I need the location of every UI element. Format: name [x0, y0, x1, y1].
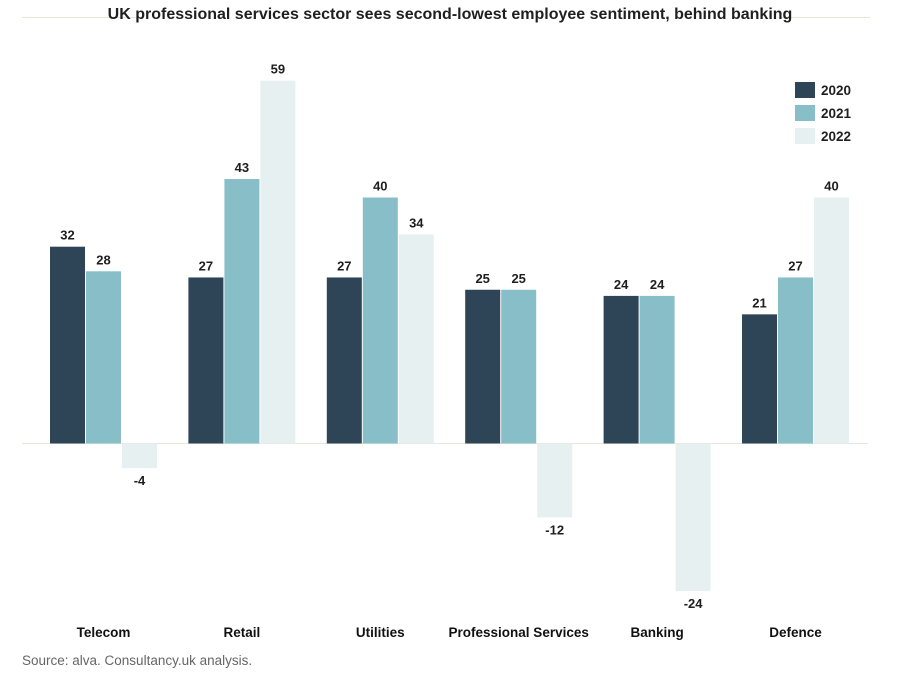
- category-label-utilities: Utilities: [356, 625, 405, 640]
- legend: 2020 2021 2022: [795, 82, 852, 144]
- bar-professional-services-2020: [465, 289, 501, 444]
- bar-defence-2020: [742, 314, 777, 444]
- value-label-retail-2020: 27: [199, 258, 213, 273]
- chart-title: UK professional services sector sees sec…: [107, 6, 793, 23]
- value-label-defence-2022: 40: [824, 179, 838, 194]
- bar-telecom-2020: [50, 246, 85, 444]
- value-label-banking-2021: 24: [650, 277, 665, 292]
- category-labels-layer: Telecom Retail Utilities Professional Servi…: [77, 625, 823, 640]
- legend-label-2022: 2022: [821, 129, 851, 144]
- legend-label-2021: 2021: [821, 106, 852, 121]
- value-label-utilities-2021: 40: [373, 179, 387, 194]
- bar-banking-2021: [639, 295, 675, 444]
- bar-telecom-2021: [86, 271, 121, 444]
- category-label-professional-services: Professional Services: [449, 625, 589, 640]
- bars-layer: [50, 80, 849, 592]
- bar-utilities-2021: [362, 197, 398, 444]
- legend-label-2020: 2020: [821, 83, 851, 98]
- title-rule-right: [778, 17, 870, 18]
- value-labels-layer: 32 28 -4 27 43 59 27 40 34 25 25 -12 24 24 -24 21 27 40: [60, 62, 838, 611]
- category-label-defence: Defence: [769, 625, 822, 640]
- bar-defence-2021: [778, 277, 813, 444]
- legend-swatch-2020: [795, 82, 815, 98]
- value-label-telecom-2021: 28: [96, 252, 110, 267]
- category-label-retail: Retail: [224, 625, 261, 640]
- bar-professional-services-2022: [537, 443, 573, 518]
- value-label-defence-2021: 27: [788, 258, 802, 273]
- bar-utilities-2020: [326, 277, 362, 444]
- bar-telecom-2022: [122, 443, 157, 469]
- bar-banking-2022: [675, 443, 711, 592]
- value-label-defence-2020: 21: [752, 295, 766, 310]
- legend-swatch-2022: [795, 128, 815, 144]
- source-note: Source: alva. Consultancy.uk analysis.: [22, 653, 253, 668]
- value-label-utilities-2020: 27: [337, 258, 351, 273]
- value-label-professional-services-2021: 25: [511, 271, 525, 286]
- value-label-banking-2020: 24: [614, 277, 629, 292]
- value-label-banking-2022: -24: [684, 596, 704, 611]
- title-rule-left: [22, 17, 142, 18]
- bar-defence-2022: [814, 197, 849, 444]
- category-label-telecom: Telecom: [77, 625, 131, 640]
- bar-retail-2021: [224, 179, 260, 444]
- value-label-telecom-2020: 32: [60, 228, 74, 243]
- value-label-retail-2021: 43: [235, 160, 249, 175]
- value-label-professional-services-2020: 25: [475, 271, 489, 286]
- bar-professional-services-2021: [501, 289, 537, 444]
- value-label-telecom-2022: -4: [134, 473, 146, 488]
- bar-banking-2020: [603, 295, 639, 444]
- value-label-utilities-2022: 34: [409, 215, 424, 230]
- bar-retail-2022: [260, 80, 296, 444]
- bar-utilities-2022: [398, 234, 434, 444]
- category-label-banking: Banking: [630, 625, 683, 640]
- bar-retail-2020: [188, 277, 224, 444]
- value-label-retail-2022: 59: [271, 62, 285, 77]
- legend-swatch-2021: [795, 105, 815, 121]
- value-label-professional-services-2022: -12: [545, 522, 564, 537]
